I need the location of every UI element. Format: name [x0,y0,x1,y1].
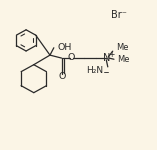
Text: Me: Me [117,55,130,64]
Text: O: O [59,72,66,81]
Text: Br⁻: Br⁻ [111,10,127,20]
Text: +: + [108,50,115,59]
Text: OH: OH [57,43,72,52]
Text: O: O [68,53,75,62]
Text: N: N [103,53,111,63]
Text: Me: Me [116,43,129,52]
Text: H₂N: H₂N [86,66,103,75]
